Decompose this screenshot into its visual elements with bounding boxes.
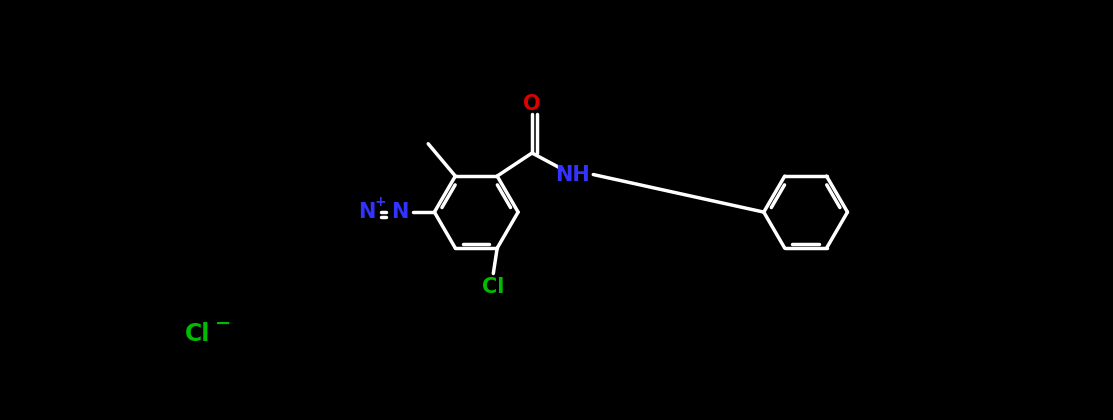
Text: Cl: Cl (185, 322, 210, 346)
Text: −: − (215, 314, 232, 333)
Text: N: N (391, 202, 408, 222)
Text: Cl: Cl (482, 277, 504, 297)
Text: N: N (358, 202, 376, 222)
Text: +: + (374, 195, 386, 209)
Text: O: O (523, 94, 541, 114)
Text: NH: NH (555, 165, 590, 184)
